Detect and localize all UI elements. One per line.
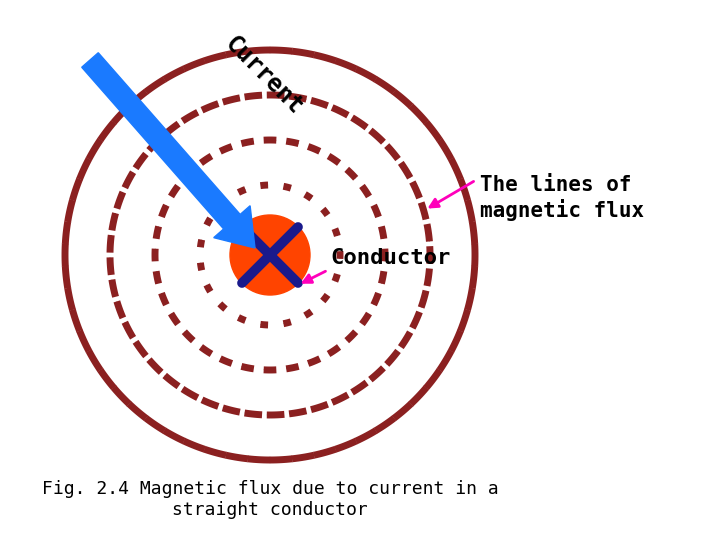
Text: The lines of
magnetic flux: The lines of magnetic flux [480, 175, 644, 221]
Text: Conductor: Conductor [330, 248, 451, 268]
Circle shape [230, 215, 310, 295]
Text: Current: Current [220, 31, 307, 119]
Text: Fig. 2.4 Magnetic flux due to current in a
straight conductor: Fig. 2.4 Magnetic flux due to current in… [42, 480, 498, 519]
FancyArrow shape [82, 53, 255, 248]
